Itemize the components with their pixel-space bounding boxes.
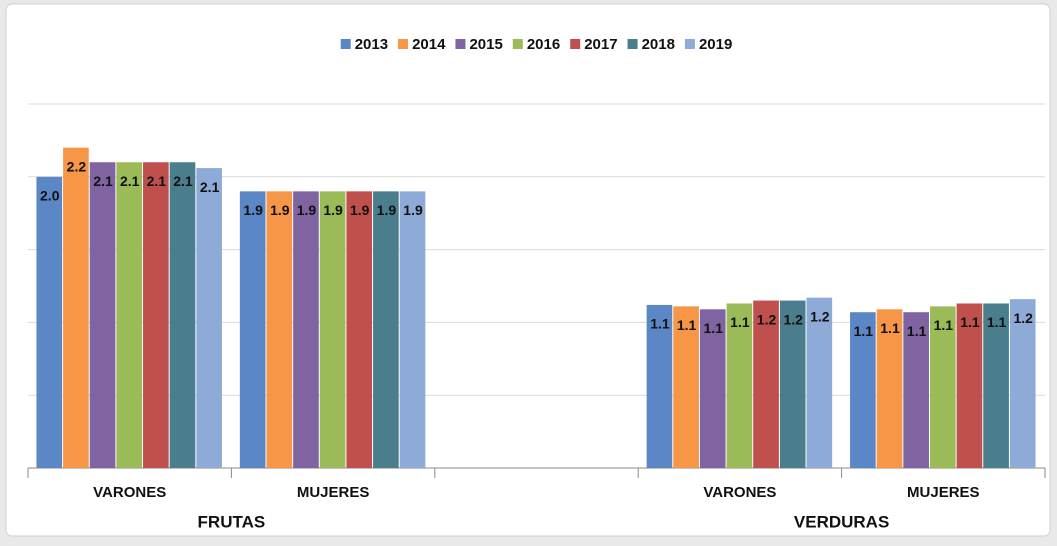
group-label: FRUTAS bbox=[198, 512, 266, 531]
data-label: 1.1 bbox=[650, 316, 670, 332]
bar bbox=[63, 147, 89, 468]
legend-label: 2017 bbox=[584, 36, 617, 53]
data-label: 1.9 bbox=[243, 202, 263, 218]
data-label: 1.2 bbox=[810, 308, 830, 324]
legend-swatch bbox=[340, 39, 351, 49]
legend-swatch bbox=[627, 39, 638, 49]
bar bbox=[673, 306, 699, 468]
bar bbox=[876, 309, 903, 468]
group-label: VERDURAS bbox=[794, 512, 889, 531]
data-label: 1.1 bbox=[907, 323, 927, 339]
bar bbox=[779, 300, 806, 468]
data-label: 1.1 bbox=[987, 314, 1007, 330]
bar bbox=[373, 191, 399, 469]
bar bbox=[726, 303, 753, 468]
bar bbox=[196, 168, 222, 468]
x-tick-label: VARONES bbox=[93, 484, 166, 501]
data-label: 2.2 bbox=[67, 158, 87, 174]
bar bbox=[956, 303, 983, 468]
data-label: 2.1 bbox=[120, 173, 140, 189]
bar bbox=[646, 304, 673, 468]
data-label: 1.1 bbox=[960, 314, 980, 330]
data-label: 2.1 bbox=[173, 173, 193, 189]
legend-swatch bbox=[455, 39, 466, 49]
bar bbox=[983, 303, 1009, 468]
bar bbox=[319, 191, 346, 469]
legend-swatch bbox=[512, 39, 523, 49]
bar bbox=[169, 162, 196, 469]
data-label: 1.9 bbox=[377, 202, 397, 218]
data-label: 1.9 bbox=[403, 202, 423, 218]
bar bbox=[143, 162, 169, 469]
data-label: 2.1 bbox=[93, 173, 113, 189]
x-tick-label: MUJERES bbox=[297, 484, 370, 501]
data-label: 1.1 bbox=[730, 314, 750, 330]
data-label: 1.1 bbox=[704, 320, 724, 336]
bar bbox=[346, 191, 373, 469]
x-tick-label: VARONES bbox=[703, 484, 776, 501]
data-label: 1.9 bbox=[323, 202, 343, 218]
x-tick-label: MUJERES bbox=[907, 484, 980, 501]
bar bbox=[699, 309, 726, 468]
bar bbox=[929, 306, 956, 468]
legend-label: 2019 bbox=[699, 36, 732, 53]
data-label: 1.2 bbox=[757, 311, 777, 327]
bar bbox=[36, 176, 63, 469]
legend-label: 2013 bbox=[355, 36, 388, 53]
legend-swatch bbox=[398, 39, 409, 49]
legend-label: 2018 bbox=[642, 36, 675, 53]
data-label: 1.9 bbox=[350, 202, 370, 218]
data-label: 1.1 bbox=[934, 317, 954, 333]
data-label: 1.2 bbox=[783, 311, 803, 327]
bar bbox=[1009, 299, 1036, 468]
bar bbox=[753, 300, 779, 468]
bar bbox=[903, 312, 929, 468]
legend-label: 2014 bbox=[412, 36, 446, 53]
data-label: 2.1 bbox=[147, 173, 167, 189]
legend-swatch bbox=[570, 39, 581, 49]
data-label: 2.0 bbox=[40, 188, 60, 204]
bar bbox=[89, 162, 116, 469]
bar bbox=[850, 312, 876, 468]
legend-label: 2015 bbox=[469, 36, 502, 53]
data-label: 1.1 bbox=[880, 320, 900, 336]
bar bbox=[239, 191, 266, 469]
bar bbox=[806, 297, 833, 468]
data-label: 2.1 bbox=[200, 179, 220, 195]
data-label: 1.1 bbox=[677, 317, 697, 333]
data-label: 1.2 bbox=[1014, 310, 1034, 326]
data-label: 1.9 bbox=[270, 202, 290, 218]
data-label: 1.9 bbox=[297, 202, 317, 218]
bar bbox=[399, 191, 426, 469]
data-label: 1.1 bbox=[854, 323, 874, 339]
bar bbox=[266, 191, 293, 469]
legend-label: 2016 bbox=[527, 36, 560, 53]
bar bbox=[293, 191, 319, 469]
legend-swatch bbox=[684, 39, 695, 49]
bar bbox=[116, 162, 143, 469]
